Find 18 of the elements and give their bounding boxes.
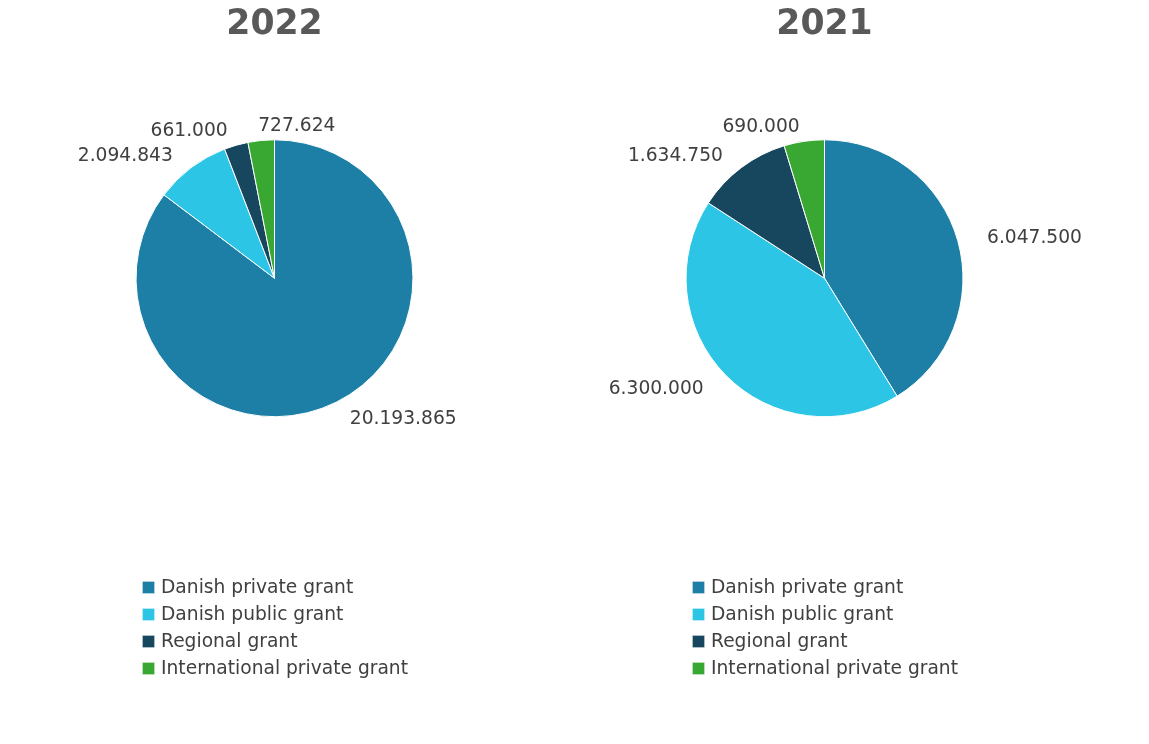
chart-title: 2021 bbox=[776, 1, 873, 42]
legend-label: International private grant bbox=[161, 657, 408, 678]
data-label: 2.094.843 bbox=[77, 144, 173, 166]
legend-label: Danish public grant bbox=[161, 603, 344, 624]
legend-label: Danish public grant bbox=[711, 603, 894, 624]
legend-label: Danish private grant bbox=[711, 576, 904, 597]
legend-label: Danish private grant bbox=[161, 576, 354, 597]
legend-label: Regional grant bbox=[161, 630, 298, 651]
data-label: 6.047.500 bbox=[987, 225, 1082, 247]
data-label: 6.300.000 bbox=[608, 376, 704, 398]
legend-label: Regional grant bbox=[711, 630, 848, 651]
data-label: 727.624 bbox=[258, 113, 336, 135]
data-label: 661.000 bbox=[150, 119, 228, 141]
chart-title: 2022 bbox=[226, 1, 323, 42]
data-label: 20.193.865 bbox=[349, 407, 457, 429]
data-label: 690.000 bbox=[722, 114, 800, 136]
data-label: 1.634.750 bbox=[627, 144, 723, 166]
legend-label: International private grant bbox=[711, 657, 958, 678]
